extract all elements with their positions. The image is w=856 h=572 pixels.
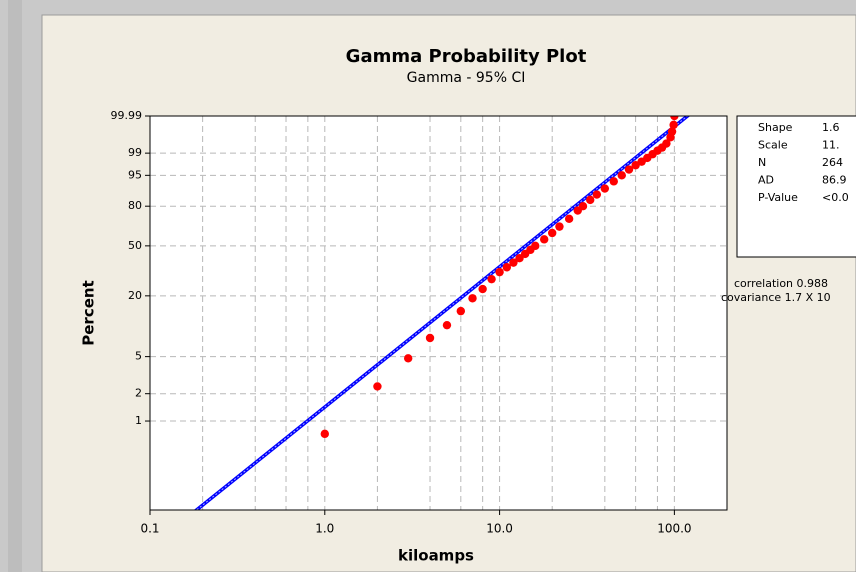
y-tick-label: 99.99 [111, 109, 143, 122]
stat-name: Shape [758, 121, 793, 134]
data-point [600, 184, 610, 193]
data-point [624, 165, 634, 174]
data-point [540, 235, 549, 244]
plot-frame [149, 115, 728, 511]
marks [193, 116, 691, 510]
plot-area [150, 116, 727, 510]
data-point [373, 382, 382, 391]
y-tick-label: 99 [128, 146, 142, 159]
stats-table: Shape 1.6 Scale 11. N 264 AD 86.9 P-Value <0.0 [736, 115, 856, 258]
y-tick-label: 95 [128, 168, 142, 181]
y-tick-label: 20 [128, 289, 142, 302]
data-point [555, 222, 564, 231]
data-point [425, 333, 435, 343]
data-point [667, 127, 677, 136]
data-point [468, 294, 477, 303]
stat-value: <0.0 [822, 191, 849, 204]
x-axis-label: kiloamps [398, 547, 474, 565]
data-point [586, 195, 595, 205]
data-point [617, 171, 626, 180]
data-point [548, 228, 557, 238]
data-point [564, 214, 574, 224]
y-tick-label: 5 [135, 350, 142, 363]
chart-title: Gamma Probability Plot [346, 46, 587, 67]
stat-name: N [758, 156, 766, 169]
stat-name: P-Value [758, 191, 798, 204]
fit-line-inner [195, 116, 689, 510]
stat-value: 264 [822, 156, 843, 169]
data-point [320, 429, 329, 439]
data-point [403, 354, 413, 363]
data-point [670, 116, 679, 121]
data-point [478, 284, 487, 294]
y-axis-label: Percent [80, 280, 98, 345]
stats-box [736, 115, 856, 258]
x-tick-label: 1.0 [315, 522, 334, 536]
y-tick-label: 1 [135, 414, 142, 427]
stat-value: 11. [822, 139, 840, 152]
stat-value: 1.6 [822, 121, 840, 134]
data-point [592, 190, 602, 199]
data-point [456, 306, 466, 316]
x-tick-label: 0.1 [140, 522, 159, 536]
data-point [531, 241, 540, 251]
x-tick-label: 10.0 [486, 522, 513, 536]
stripe [8, 0, 22, 572]
data-point [502, 263, 512, 272]
data-point [578, 201, 588, 211]
y-tick-label: 80 [128, 199, 142, 212]
stat-name: AD [758, 174, 774, 187]
chart-subtitle: Gamma - 95% CI [407, 70, 526, 86]
stat-name: Scale [758, 139, 788, 152]
annotation: covariance 1.7 X 10 [721, 291, 831, 304]
stat-value: 86.9 [822, 174, 847, 187]
y-tick-label: 2 [135, 387, 142, 400]
data-point [495, 267, 504, 277]
data-point [442, 320, 452, 330]
data-point [609, 177, 618, 186]
data-point [631, 161, 640, 170]
annotation: correlation 0.988 [734, 277, 828, 290]
data-point [669, 120, 678, 130]
data-point [509, 258, 518, 267]
data-point [487, 274, 496, 284]
x-tick-label: 100.0 [657, 522, 691, 536]
y-tick-label: 50 [128, 239, 142, 252]
data-point [662, 139, 671, 148]
